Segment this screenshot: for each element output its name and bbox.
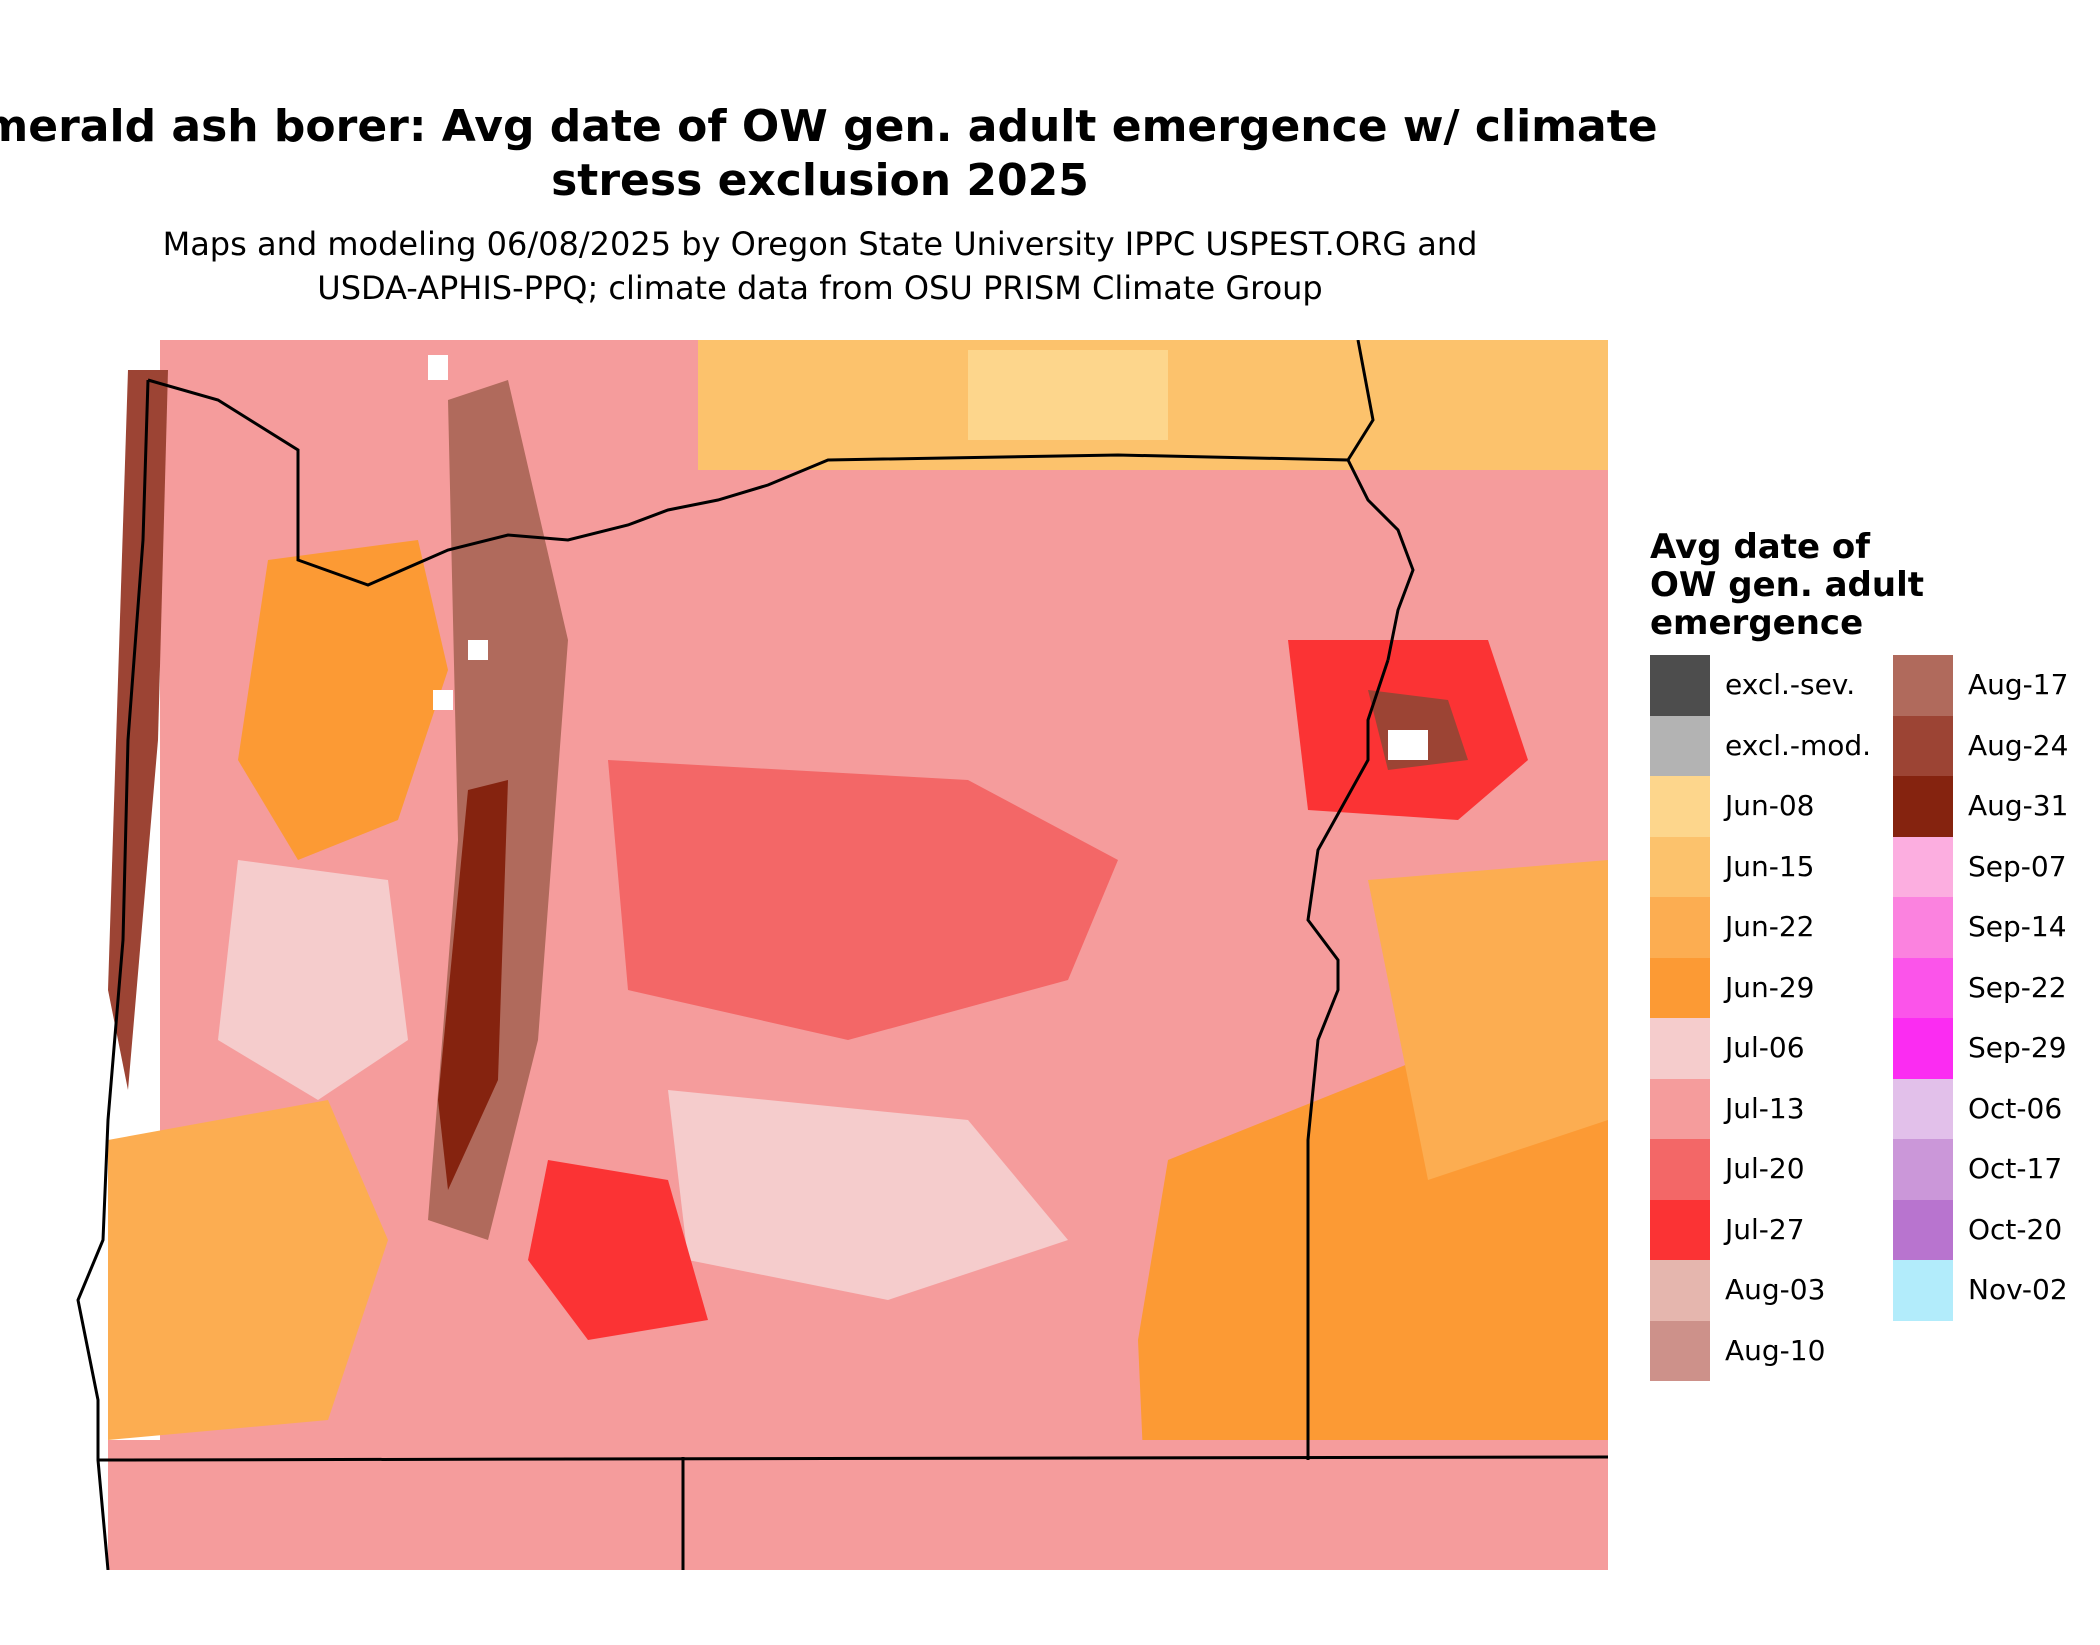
snow-cap xyxy=(433,690,453,710)
legend-label: Oct-20 xyxy=(1968,1212,2063,1246)
legend-label: Jun-15 xyxy=(1725,849,1815,883)
legend-swatch xyxy=(1893,897,1953,958)
map-subtitle-line-1: Maps and modeling 06/08/2025 by Oregon S… xyxy=(162,225,1478,263)
legend-swatch xyxy=(1650,836,1710,897)
legend-swatch xyxy=(1650,1199,1710,1260)
legend-label: excl.-mod. xyxy=(1725,728,1872,762)
map-svg xyxy=(76,340,1608,1570)
snow-cap xyxy=(428,355,448,380)
legend-swatch xyxy=(1893,1260,1953,1321)
legend-swatch xyxy=(1650,715,1710,776)
snow-cap xyxy=(468,640,488,660)
legend-swatch xyxy=(1893,1078,1953,1139)
legend-title-line-2: OW gen. adult xyxy=(1650,565,1924,605)
legend-label: Jul-06 xyxy=(1725,1031,1805,1064)
legend-title-line-1: Avg date of xyxy=(1650,527,1871,567)
legend-swatch xyxy=(1650,957,1710,1018)
legend-swatch xyxy=(1650,1139,1710,1200)
legend-label: Nov-02 xyxy=(1968,1273,2068,1306)
legend-label: Aug-17 xyxy=(1968,668,2069,701)
oregon-idaho-border xyxy=(1306,659,1390,1460)
raster-patch xyxy=(108,1440,1608,1570)
map-title: merald ash borer: Avg date of OW gen. ad… xyxy=(0,100,1940,208)
legend-swatch xyxy=(1893,1018,1953,1079)
legend-swatch xyxy=(1893,836,1953,897)
legend-swatch xyxy=(1650,1260,1710,1321)
map-title-line-2: stress exclusion 2025 xyxy=(551,155,1089,206)
raster-patch xyxy=(1368,860,1608,1180)
raster-patch xyxy=(968,350,1168,440)
raster-patch xyxy=(528,1160,708,1340)
legend-label: Jul-20 xyxy=(1725,1152,1805,1185)
snow-cap xyxy=(1388,730,1428,760)
legend-swatch xyxy=(1650,1018,1710,1079)
raster-patch xyxy=(238,540,448,860)
legend-swatch xyxy=(1893,776,1953,837)
legend-label: Sep-22 xyxy=(1968,970,2067,1004)
raster-patch xyxy=(108,370,168,1090)
legend-swatch xyxy=(1650,1078,1710,1139)
state-boundaries xyxy=(76,340,1608,1570)
legend-label: Oct-06 xyxy=(1968,1091,2063,1125)
legend-label: Sep-29 xyxy=(1968,1031,2067,1064)
legend-label: Oct-17 xyxy=(1968,1152,2063,1185)
raster-patch xyxy=(218,860,408,1100)
legend-title-line-3: emergence xyxy=(1650,603,1864,643)
legend-label: Aug-24 xyxy=(1968,728,2069,762)
legend-swatch xyxy=(1893,715,1953,776)
map-raster xyxy=(108,340,1608,1570)
legend-label: Sep-07 xyxy=(1968,849,2067,883)
legend-swatch xyxy=(1650,655,1710,716)
raster-patch xyxy=(108,1100,388,1440)
raster-patch xyxy=(438,780,508,1190)
map-subtitle: Maps and modeling 06/08/2025 by Oregon S… xyxy=(0,222,1640,310)
legend-label: Jul-27 xyxy=(1725,1212,1805,1246)
legend-label: Jun-22 xyxy=(1725,910,1815,943)
legend-label: Sep-14 xyxy=(1968,910,2067,943)
legend-label: Jun-08 xyxy=(1725,789,1815,822)
raster-patch xyxy=(668,1090,1068,1300)
legend-label: Jun-29 xyxy=(1725,970,1815,1004)
map-panel xyxy=(68,340,1608,1570)
legend-label: Jul-13 xyxy=(1725,1091,1805,1125)
oregon-california-nevada-border xyxy=(97,1455,1608,1462)
legend-swatch xyxy=(1893,1139,1953,1200)
coastline xyxy=(76,379,150,1570)
washington-idaho-border xyxy=(1346,340,1375,461)
legend-swatch xyxy=(1650,1320,1710,1381)
legend-label: Aug-10 xyxy=(1725,1333,1826,1367)
legend-swatch xyxy=(1893,957,1953,1018)
legend-label: Aug-03 xyxy=(1725,1273,1826,1306)
legend-label: excl.-sev. xyxy=(1725,668,1856,701)
legend-swatch xyxy=(1893,1199,1953,1260)
oregon-washington-border xyxy=(147,378,1415,661)
map-subtitle-line-2: USDA-APHIS-PPQ; climate data from OSU PR… xyxy=(317,269,1323,307)
legend-swatch xyxy=(1650,897,1710,958)
map-title-line-1: merald ash borer: Avg date of OW gen. ad… xyxy=(0,101,1658,152)
legend-title: Avg date of OW gen. adult emergence xyxy=(1650,528,1924,642)
legend-swatch xyxy=(1893,655,1953,716)
raster-patch xyxy=(608,760,1118,1040)
legend-label: Aug-31 xyxy=(1968,789,2069,822)
legend-swatch xyxy=(1650,776,1710,837)
